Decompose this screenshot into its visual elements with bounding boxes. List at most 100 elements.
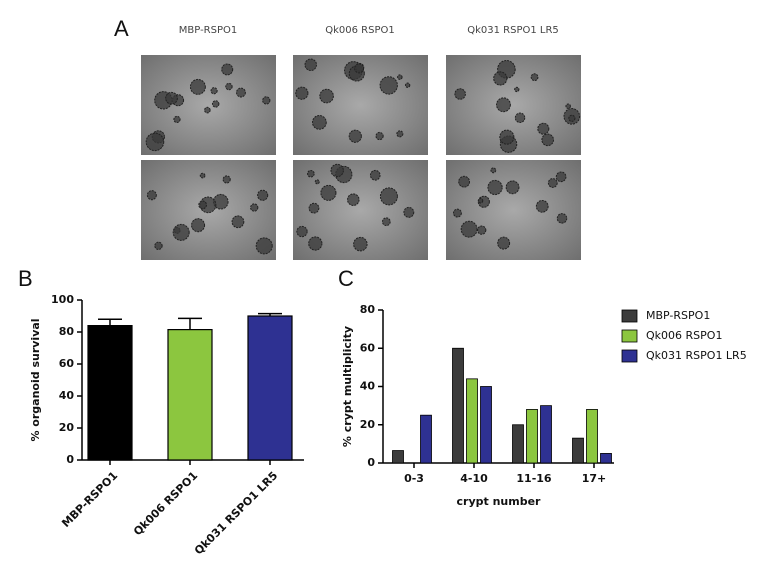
bar [512, 424, 524, 464]
organoid [487, 179, 503, 196]
organoid [493, 71, 508, 86]
organoid [514, 86, 520, 93]
organoid [262, 96, 271, 105]
organoid [490, 167, 497, 174]
y-tick-label: 100 [51, 293, 74, 306]
bar [572, 437, 584, 464]
organoid [403, 206, 415, 218]
legend-swatch [621, 309, 638, 323]
organoid [210, 87, 218, 95]
organoid [458, 175, 471, 188]
organoid [311, 115, 327, 130]
image-column-label: MBP-RSPO1 [179, 25, 237, 36]
organoid [396, 130, 404, 138]
bar [167, 329, 213, 461]
bar [526, 409, 538, 464]
organoid [379, 187, 398, 206]
organoid [189, 78, 206, 95]
organoid [198, 200, 207, 210]
x-axis-label: crypt number [457, 495, 542, 508]
x-tick-label: Qk006 RSPO1 [131, 469, 200, 538]
organoid [354, 63, 365, 74]
panel-label: C [338, 266, 354, 291]
organoid [404, 82, 411, 88]
organoid [204, 106, 211, 114]
panel-label: A [114, 16, 129, 41]
organoid [454, 88, 466, 100]
y-tick-label: 20 [59, 421, 75, 434]
organoid [347, 193, 360, 206]
legend-swatch [621, 329, 638, 343]
organoid [146, 190, 157, 201]
organoid [257, 189, 269, 201]
organoid [535, 199, 549, 213]
organoid [211, 100, 220, 108]
bar [247, 315, 293, 461]
x-tick-label: 4-10 [460, 472, 488, 485]
y-tick-label: 40 [360, 380, 376, 393]
x-tick-label: 0-3 [404, 472, 424, 485]
organoid [221, 63, 234, 76]
y-tick-label: 40 [59, 389, 75, 402]
bar [586, 409, 598, 464]
organoid [375, 131, 384, 141]
y-tick-label: 80 [360, 303, 376, 316]
x-tick-label: 17+ [582, 472, 607, 485]
legend-label: Qk031 RSPO1 LR5 [646, 349, 747, 362]
bar [540, 405, 552, 464]
organoid [225, 82, 233, 91]
organoid [330, 163, 344, 178]
y-tick-label: 20 [360, 418, 376, 431]
organoid [295, 86, 309, 100]
organoid [499, 129, 515, 145]
y-tick-label: 80 [59, 325, 75, 338]
organoid [460, 220, 478, 238]
organoid [319, 88, 334, 104]
organoid [477, 225, 487, 235]
organoid [236, 87, 246, 98]
bar [452, 347, 464, 464]
legend-swatch [621, 349, 638, 363]
organoid [145, 132, 165, 152]
y-tick-label: 60 [59, 357, 75, 370]
organoid [308, 202, 320, 214]
micrographs [141, 55, 581, 260]
organoid [165, 91, 178, 105]
organoid [172, 223, 190, 241]
bar [480, 386, 492, 464]
organoid [296, 225, 308, 238]
organoid [154, 241, 163, 250]
organoid [255, 237, 273, 255]
organoid [379, 76, 398, 95]
organoid [369, 169, 381, 181]
bar [392, 450, 404, 464]
organoid [505, 180, 520, 195]
organoid [530, 73, 539, 82]
organoid [537, 122, 550, 135]
y-tick-label: 0 [66, 453, 74, 466]
organoid [353, 236, 368, 252]
organoid [250, 203, 259, 212]
organoid [199, 172, 206, 179]
organoid [568, 114, 576, 122]
x-tick-label: 11-16 [516, 472, 552, 485]
organoid [348, 129, 362, 143]
legend-label: MBP-RSPO1 [646, 309, 710, 322]
organoid [555, 171, 567, 183]
image-column-label: Qk006 RSPO1 [325, 25, 395, 36]
y-tick-label: 0 [367, 456, 375, 469]
y-axis-label: % organoid survival [29, 318, 42, 441]
bar [600, 453, 612, 464]
organoid [397, 74, 403, 80]
organoid [556, 213, 568, 224]
y-axis-label: % crypt multiplicity [341, 326, 354, 447]
organoid [314, 179, 320, 185]
organoid [452, 208, 462, 218]
legend-label: Qk006 RSPO1 [646, 329, 722, 342]
organoid [547, 178, 558, 188]
organoid [381, 217, 391, 227]
bar [87, 325, 133, 461]
bar [466, 378, 478, 464]
